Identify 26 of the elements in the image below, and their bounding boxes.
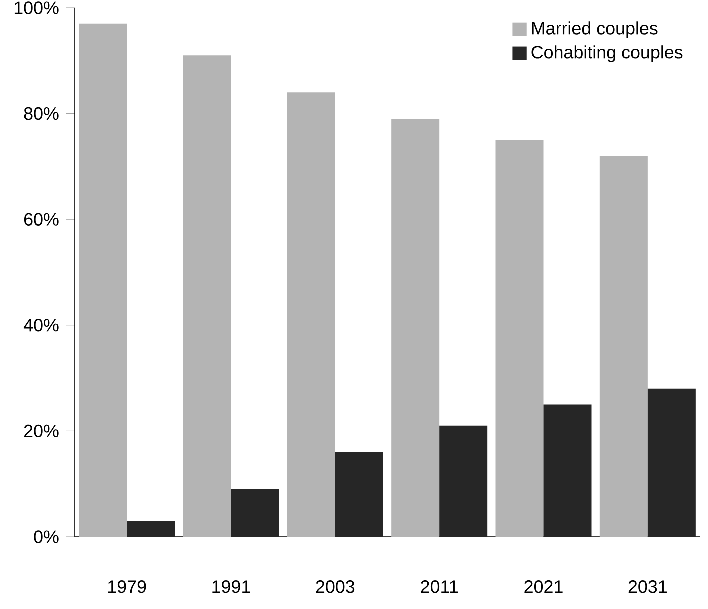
y-tick-label: 20% (24, 424, 59, 438)
bar (287, 92, 336, 537)
bar (127, 521, 176, 537)
y-tick-label: 0% (34, 530, 59, 544)
y-tick-label: 100% (14, 2, 59, 14)
bar (648, 388, 696, 537)
bar (335, 452, 384, 537)
x-tick-label: 2021 (524, 580, 563, 594)
x-tick-label: 2011 (421, 580, 458, 594)
x-tick-label: 2031 (628, 580, 667, 594)
x-tick-label: 1991 (212, 580, 250, 594)
legend-label: Cohabiting couples (532, 46, 683, 62)
y-tick-label: 40% (24, 319, 59, 332)
bar (231, 489, 280, 537)
bar (496, 140, 544, 537)
x-tick-label: 2003 (316, 580, 355, 594)
y-tick-label: 60% (24, 213, 59, 226)
bar (183, 56, 232, 537)
bar (440, 426, 488, 537)
bar (600, 156, 648, 537)
bar (392, 119, 440, 537)
bar (79, 24, 128, 537)
bar (544, 404, 592, 537)
x-tick-label: 1979 (108, 580, 146, 594)
y-tick-label: 80% (24, 107, 59, 120)
legend-label: Married couples (532, 22, 658, 38)
